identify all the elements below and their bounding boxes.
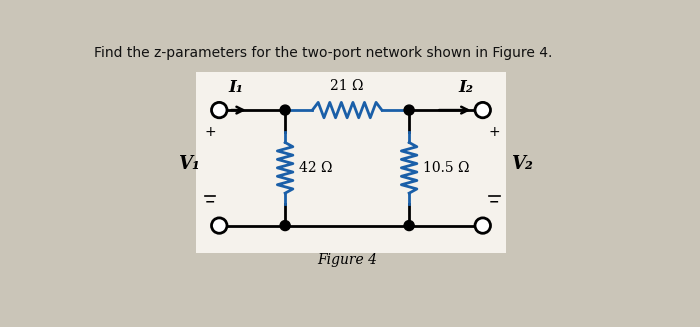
- Text: 21 Ω: 21 Ω: [330, 79, 364, 93]
- Text: +: +: [489, 125, 500, 139]
- Text: I₂: I₂: [458, 79, 473, 96]
- Text: 42 Ω: 42 Ω: [299, 161, 332, 175]
- Circle shape: [404, 105, 414, 115]
- Circle shape: [475, 102, 491, 118]
- Text: V₂: V₂: [510, 155, 533, 173]
- Circle shape: [211, 102, 227, 118]
- Text: −: −: [489, 196, 500, 209]
- Text: −: −: [204, 196, 215, 209]
- Text: Find the z-parameters for the two-port network shown in Figure 4.: Find the z-parameters for the two-port n…: [94, 46, 552, 60]
- Circle shape: [211, 218, 227, 233]
- Circle shape: [404, 221, 414, 231]
- Text: I₁: I₁: [229, 79, 244, 96]
- FancyBboxPatch shape: [196, 72, 506, 252]
- Text: V₁: V₁: [178, 155, 200, 173]
- Circle shape: [280, 221, 290, 231]
- Text: 10.5 Ω: 10.5 Ω: [423, 161, 470, 175]
- Text: +: +: [204, 125, 216, 139]
- Text: Figure 4: Figure 4: [317, 252, 377, 267]
- Circle shape: [280, 105, 290, 115]
- Circle shape: [475, 218, 491, 233]
